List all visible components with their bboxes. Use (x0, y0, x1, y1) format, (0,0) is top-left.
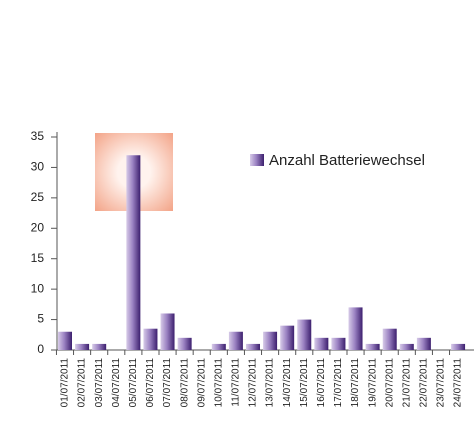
bar (143, 328, 158, 350)
bar (177, 337, 192, 350)
bar (75, 343, 90, 350)
bar (297, 319, 312, 350)
x-tick-label: 11/07/2011 (231, 358, 242, 407)
x-tick-label: 12/07/2011 (248, 358, 259, 408)
bar (331, 337, 346, 350)
bar (365, 343, 380, 350)
y-tick-label: 10 (31, 281, 45, 295)
bar (126, 155, 141, 350)
x-tick-label: 14/07/2011 (282, 358, 293, 408)
bar (58, 331, 72, 350)
bar (382, 328, 397, 350)
bar (348, 307, 363, 350)
bar (416, 337, 431, 350)
y-tick-label: 30 (31, 160, 45, 174)
y-tick-label: 0 (37, 342, 44, 356)
bar (263, 331, 278, 350)
bar (451, 343, 466, 350)
bar (92, 343, 107, 350)
x-tick-label: 04/07/2011 (111, 358, 122, 408)
y-tick-label: 15 (31, 251, 45, 265)
x-tick-label: 03/07/2011 (94, 358, 105, 408)
x-tick-label: 20/07/2011 (384, 358, 395, 408)
x-tick-label: 22/07/2011 (419, 358, 430, 408)
x-tick-label: 23/07/2011 (436, 358, 447, 408)
y-tick-label: 20 (31, 220, 45, 234)
x-tick-label: 15/07/2011 (299, 358, 310, 408)
x-tick-label: 21/07/2011 (401, 358, 412, 408)
x-tick-label: 13/07/2011 (265, 358, 276, 408)
x-tick-label: 18/07/2011 (350, 358, 361, 408)
y-tick-label: 25 (31, 190, 45, 204)
x-tick-label: 16/07/2011 (316, 358, 327, 408)
x-tick-label: 05/07/2011 (128, 358, 139, 408)
bar (314, 337, 329, 350)
bar (280, 325, 295, 350)
legend-label: Anzahl Batteriewechsel (269, 152, 425, 169)
bar (160, 313, 175, 350)
bar (211, 343, 226, 350)
bar (228, 331, 243, 350)
x-tick-label: 19/07/2011 (367, 358, 378, 408)
x-tick-label: 02/07/2011 (77, 358, 88, 408)
bar (399, 343, 414, 350)
bar (245, 343, 260, 350)
x-tick-label: 07/07/2011 (162, 358, 173, 408)
x-tick-label: 10/07/2011 (213, 358, 224, 408)
x-tick-label: 08/07/2011 (179, 358, 190, 408)
y-tick-label: 35 (31, 129, 45, 143)
y-tick-label: 5 (37, 312, 44, 326)
x-tick-label: 01/07/2011 (60, 358, 71, 408)
x-tick-label: 24/07/2011 (453, 358, 464, 408)
x-tick-label: 17/07/2011 (333, 358, 344, 408)
x-tick-label: 06/07/2011 (145, 358, 156, 408)
legend-swatch (250, 154, 264, 166)
x-tick-label: 09/07/2011 (196, 358, 207, 408)
